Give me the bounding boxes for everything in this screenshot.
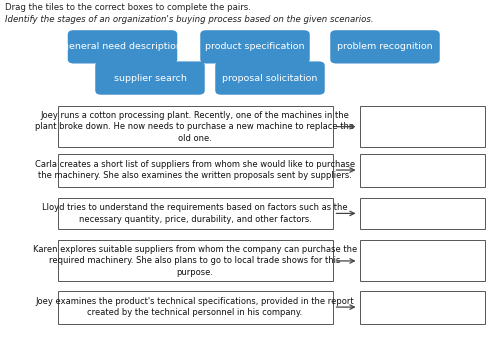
Text: Identify the stages of an organization's buying process based on the given scena: Identify the stages of an organization's… <box>5 15 374 24</box>
Text: problem recognition: problem recognition <box>337 42 433 51</box>
FancyBboxPatch shape <box>360 198 485 229</box>
FancyBboxPatch shape <box>215 61 325 95</box>
FancyBboxPatch shape <box>58 291 332 323</box>
FancyBboxPatch shape <box>360 240 485 281</box>
FancyBboxPatch shape <box>360 291 485 323</box>
FancyBboxPatch shape <box>360 154 485 187</box>
Text: proposal solicitation: proposal solicitation <box>222 74 318 83</box>
FancyBboxPatch shape <box>200 30 310 64</box>
FancyBboxPatch shape <box>95 61 205 95</box>
Text: Karen explores suitable suppliers from whom the company can purchase the
require: Karen explores suitable suppliers from w… <box>33 245 357 277</box>
Text: supplier search: supplier search <box>114 74 186 83</box>
FancyBboxPatch shape <box>68 30 177 64</box>
Text: Joey examines the product's technical specifications, provided in the report
cre: Joey examines the product's technical sp… <box>36 297 354 317</box>
Text: general need description: general need description <box>63 42 182 51</box>
FancyBboxPatch shape <box>58 198 332 229</box>
Text: Joey runs a cotton processing plant. Recently, one of the machines in the
plant : Joey runs a cotton processing plant. Rec… <box>36 111 354 143</box>
Text: Carla creates a short list of suppliers from whom she would like to purchase
the: Carla creates a short list of suppliers … <box>35 160 355 180</box>
Text: product specification: product specification <box>206 42 305 51</box>
FancyBboxPatch shape <box>58 154 332 187</box>
FancyBboxPatch shape <box>360 106 485 147</box>
FancyBboxPatch shape <box>330 30 440 64</box>
FancyBboxPatch shape <box>58 106 332 147</box>
Text: Lloyd tries to understand the requirements based on factors such as the
necessar: Lloyd tries to understand the requiremen… <box>42 203 348 223</box>
FancyBboxPatch shape <box>58 240 332 281</box>
Text: Drag the tiles to the correct boxes to complete the pairs.: Drag the tiles to the correct boxes to c… <box>5 3 251 12</box>
